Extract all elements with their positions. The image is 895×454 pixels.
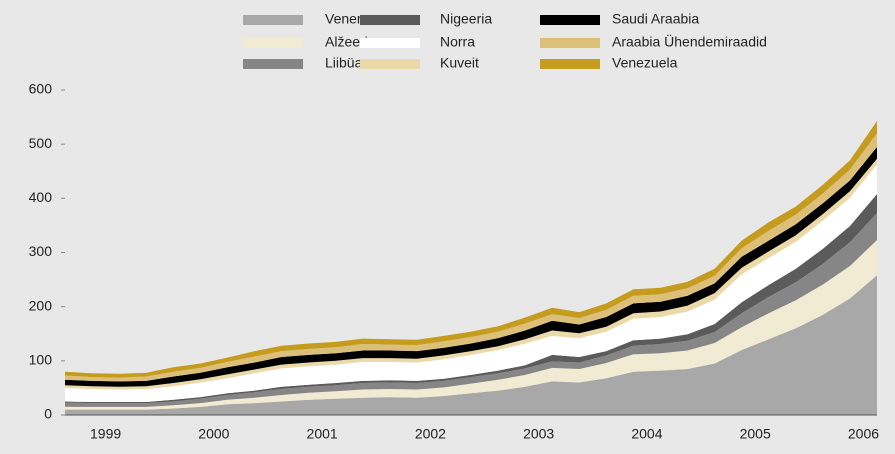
- y-tick-label: 200: [29, 297, 53, 313]
- legend-label: Kuveit: [440, 55, 479, 71]
- y-tick-label: 400: [29, 189, 53, 205]
- legend-swatch: [243, 15, 303, 25]
- legend-swatch: [540, 59, 600, 69]
- y-tick-label: 300: [29, 243, 53, 259]
- legend-swatch: [540, 15, 600, 25]
- x-tick-label: 2006: [848, 426, 879, 442]
- y-tick-label: 500: [29, 135, 53, 151]
- legend-swatch: [360, 38, 420, 48]
- legend-swatch: [540, 38, 600, 48]
- legend-label: Araabia Ühendemiraadid: [612, 33, 767, 50]
- legend-label: Liibüa: [325, 55, 363, 71]
- x-tick-label: 2005: [740, 426, 771, 442]
- legend-swatch: [243, 59, 303, 69]
- area: [65, 275, 877, 415]
- x-tick-label: 2000: [198, 426, 229, 442]
- y-tick-label: 0: [44, 406, 52, 422]
- x-tick-label: 2002: [415, 426, 446, 442]
- legend-swatch: [243, 38, 303, 48]
- legend-label: Saudi Araabia: [612, 11, 699, 27]
- y-tick-label: 100: [29, 352, 53, 368]
- x-tick-label: 2001: [307, 426, 338, 442]
- area: [65, 240, 877, 410]
- x-tick-label: 2004: [631, 426, 662, 442]
- y-tick-label: 600: [29, 81, 53, 97]
- legend-label: Norra: [440, 34, 475, 50]
- x-tick-label: 1999: [90, 426, 121, 442]
- legend-label: Nigeeria: [440, 11, 492, 27]
- legend-label: Venezuela: [612, 55, 678, 71]
- x-tick-label: 2003: [523, 426, 554, 442]
- legend-swatch: [360, 59, 420, 69]
- legend-swatch: [360, 15, 420, 25]
